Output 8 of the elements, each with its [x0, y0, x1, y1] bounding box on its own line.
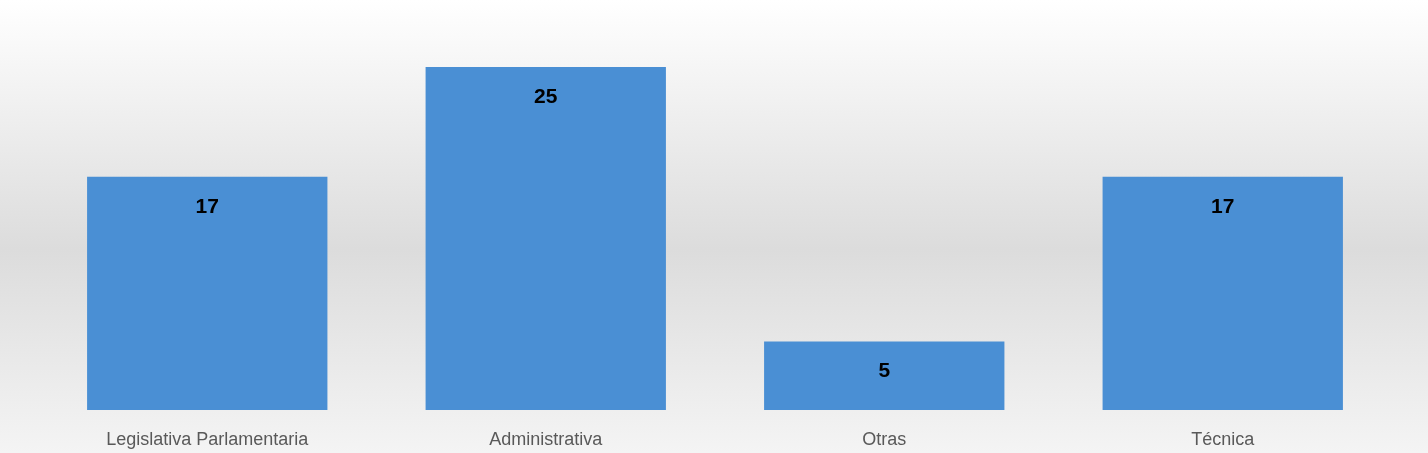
x-tick-label: Otras — [862, 428, 907, 449]
data-label: 5 — [878, 358, 891, 382]
data-label: 25 — [534, 84, 558, 107]
data-label: 17 — [1211, 193, 1235, 217]
x-tick-label: Legislativa Parlamentaria — [106, 428, 310, 449]
x-tick-label: Administrativa — [489, 428, 604, 449]
data-label: 17 — [195, 193, 219, 217]
x-tick-label: Técnica — [1191, 428, 1256, 449]
